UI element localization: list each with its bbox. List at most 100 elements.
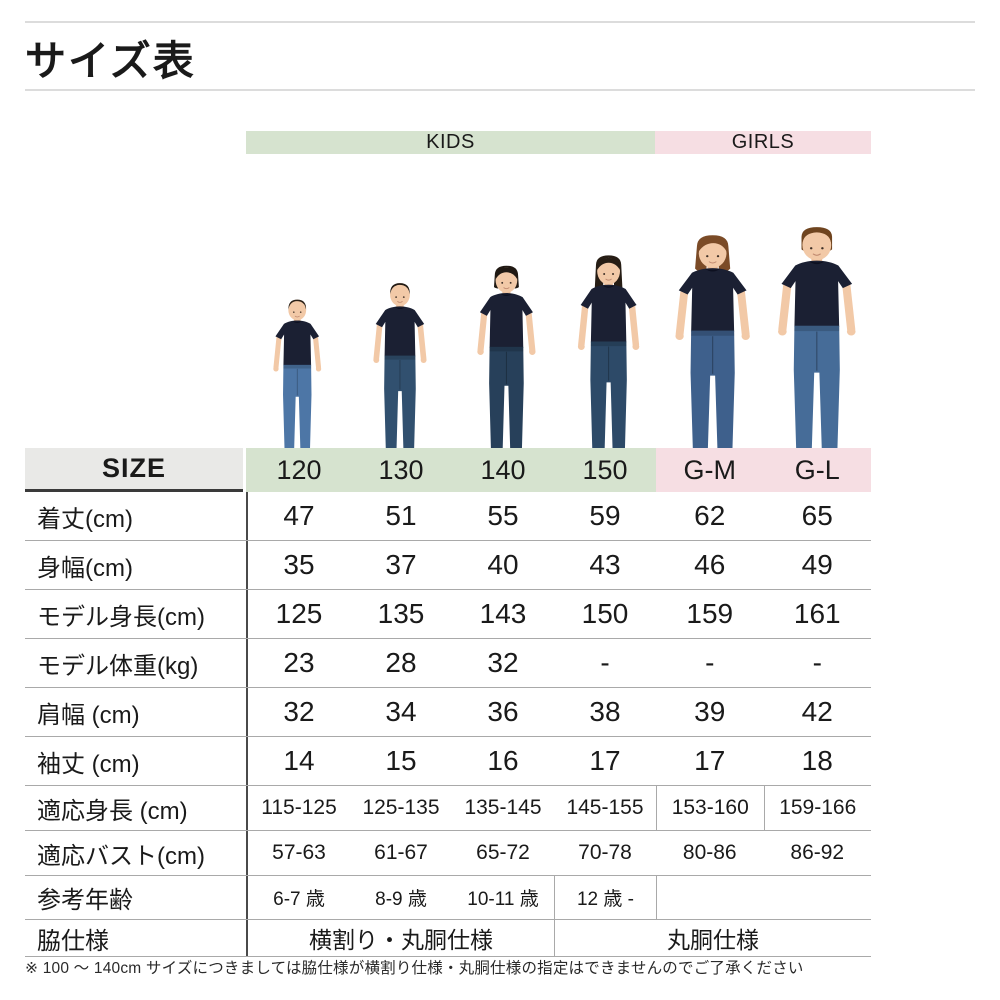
model-illustration [778, 227, 856, 448]
table-cell: 86-92 [790, 841, 845, 864]
column-header: G-M [656, 448, 764, 492]
table-row-cells: 47 51 55 59 62 65 [246, 492, 871, 540]
model-photo-G-L [763, 223, 871, 448]
table-row-cells: 23 28 32 - - - [246, 639, 871, 687]
table-cell: 40 [487, 549, 519, 580]
table-cell: 153-160 [656, 786, 764, 830]
table-cell: 125-135 [362, 796, 440, 819]
table-cell: 14 [283, 745, 315, 776]
table-row: 肩幅 (cm) 32 34 36 38 39 42 [25, 688, 871, 737]
table-cell: 125 [275, 598, 323, 629]
table-cell: 135-145 [464, 796, 542, 819]
girls-band: GIRLS [655, 131, 871, 154]
table-cell: 横割り・丸胴仕様 [309, 927, 493, 953]
table-row: モデル身長(cm) 125 135 143 150 159 161 [25, 590, 871, 639]
table-cell: 15 [385, 745, 417, 776]
row-label: モデル身長(cm) [37, 603, 205, 631]
row-label: 適応身長 (cm) [37, 797, 188, 825]
table-cell: 28 [385, 647, 417, 678]
row-label: 袖丈 (cm) [37, 750, 140, 778]
table-row-cells: 横割り・丸胴仕様 丸胴仕様 [246, 920, 871, 956]
table-row-cells: 115-125 125-135 135-145 145-155 153-160 159-1… [246, 786, 871, 830]
model-illustration [373, 283, 427, 448]
table-cell: 43 [589, 549, 621, 580]
table-cell: - [600, 647, 610, 678]
table-cell: 65-72 [476, 841, 530, 864]
table-cell: 46 [694, 549, 726, 580]
table-cell: 159 [686, 598, 734, 629]
table-cell: - [812, 647, 822, 678]
table-cell: 80-86 [682, 841, 737, 864]
table-row-cells: 32 34 36 38 39 42 [246, 688, 871, 736]
table-row: 脇仕様 横割り・丸胴仕様 丸胴仕様 [25, 920, 871, 957]
title-underline-rule [25, 89, 975, 91]
table-row-cells: 6-7 歳 8-9 歳 10-11 歳 12 歳 - [246, 876, 871, 919]
column-header: G-L [763, 448, 871, 492]
table-cell: 135 [377, 598, 425, 629]
table-cell: 70-78 [578, 841, 632, 864]
model-photo-150 [566, 252, 651, 448]
table-cell: 38 [589, 696, 621, 727]
model-photo-120 [264, 295, 331, 448]
row-label: 参考年齢 [37, 887, 133, 914]
table-cell: 12 歳 - [554, 876, 656, 919]
table-cell: 57-63 [272, 841, 326, 864]
table-row-cells: 57-63 61-67 65-72 70-78 80-86 86-92 [246, 831, 871, 875]
column-header: 150 [554, 448, 656, 492]
table-row-cells: 125 135 143 150 159 161 [246, 590, 871, 638]
table-cell: 51 [385, 500, 417, 531]
top-rule [25, 21, 975, 23]
table-cell: 37 [385, 549, 417, 580]
table-cell: 18 [801, 745, 833, 776]
table-cell: 36 [487, 696, 519, 727]
table-row: 適応身長 (cm) 115-125 125-135 135-145 145-155 153… [25, 786, 871, 831]
model-illustration [273, 299, 321, 448]
table-cell: 65 [801, 500, 833, 531]
table-cell: 34 [385, 696, 417, 727]
kids-band: KIDS [246, 131, 655, 154]
table-cell: 10-11 歳 [467, 889, 539, 910]
table-header-row: SIZE 120 130 140 150 G-M G-L [25, 448, 871, 492]
table-cell: 55 [487, 500, 519, 531]
column-header: 140 [452, 448, 554, 492]
model-photo-130 [363, 278, 437, 448]
page-title: サイズ表 [25, 38, 196, 84]
table-cell: 115-125 [261, 796, 337, 819]
row-label: 身幅(cm) [37, 554, 133, 582]
model-illustration [675, 235, 751, 448]
table-cell: 17 [589, 745, 621, 776]
kids-band-label: KIDS [426, 131, 475, 153]
table-row-cells: 35 37 40 43 46 49 [246, 541, 871, 589]
model-photo-140 [466, 262, 547, 448]
table-cell: 159-166 [763, 786, 872, 830]
table-row: 着丈(cm) 47 51 55 59 62 65 [25, 492, 871, 541]
column-header: 130 [350, 448, 452, 492]
size-table: SIZE 120 130 140 150 G-M G-L 着丈(cm) 47 51 55 59 62 65… [25, 448, 871, 957]
table-row: 袖丈 (cm) 14 15 16 17 17 18 [25, 737, 871, 786]
column-header: 120 [248, 448, 350, 492]
table-cell: - [705, 647, 715, 678]
row-label: 肩幅 (cm) [37, 701, 140, 729]
table-cell: 145-155 [566, 796, 644, 819]
row-label: モデル体重(kg) [37, 652, 199, 680]
table-cell: 150 [581, 598, 629, 629]
table-cell: 42 [801, 696, 833, 727]
table-cell: 32 [487, 647, 519, 678]
footnote: ※ 100 〜 140cm サイズにつきましては脇仕様が横割り仕様・丸胴仕様の指… [25, 960, 804, 977]
table-cell: 47 [283, 500, 315, 531]
table-row-cells: 14 15 16 17 17 18 [246, 737, 871, 785]
table-cell [656, 876, 871, 919]
table-cell: 62 [694, 500, 726, 531]
size-header-label: SIZE [25, 448, 243, 492]
table-cell: 35 [283, 549, 315, 580]
table-cell: 39 [694, 696, 726, 727]
table-row: 身幅(cm) 35 37 40 43 46 49 [25, 541, 871, 590]
girls-band-label: GIRLS [731, 131, 795, 153]
table-cell: 143 [479, 598, 527, 629]
table-cell: 17 [694, 745, 726, 776]
model-illustration [578, 255, 640, 448]
row-label: 着丈(cm) [37, 505, 133, 533]
table-cell: 23 [283, 647, 315, 678]
table-cell: 8-9 歳 [375, 889, 427, 910]
